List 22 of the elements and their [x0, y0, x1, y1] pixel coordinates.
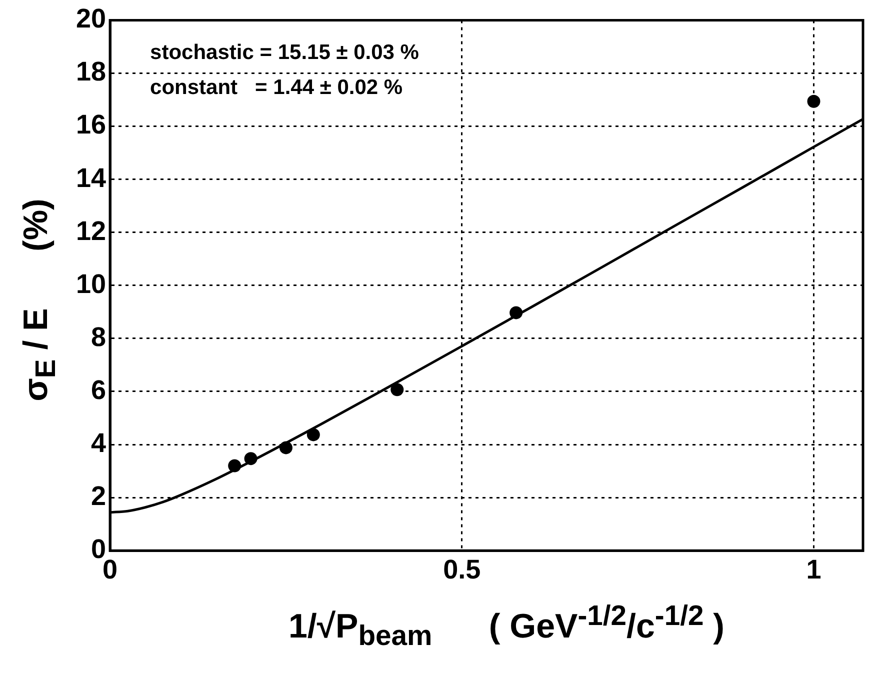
text: 1/√P$_{beam}$ ( GeV$^{-1/2}$/c$^{-1/2}$ ): [288, 600, 724, 652]
y-tick-label: 10: [76, 268, 106, 299]
y-tick-label: 16: [76, 110, 106, 140]
y-tick-label: 20: [76, 4, 106, 34]
y-tick-label: 18: [76, 56, 106, 87]
y-tick-label: 14: [76, 162, 106, 193]
point: [279, 441, 292, 454]
x-tick-label: 1: [806, 554, 822, 584]
y-tick-label: 8: [91, 322, 106, 352]
point: [390, 383, 404, 396]
y-tick-label: 12: [76, 216, 106, 246]
annotation: constant = 1.44 ± 0.02 %: [150, 76, 403, 99]
annotation: stochastic = 15.15 ± 0.03 %: [150, 40, 420, 64]
point: [244, 452, 258, 466]
point: [228, 459, 242, 472]
point: [510, 306, 523, 320]
point: [306, 428, 320, 442]
y-tick-label: 6: [91, 374, 106, 405]
x-tick-label: 0.5: [443, 554, 481, 584]
y-tick-label: 2: [91, 481, 106, 512]
point: [807, 94, 820, 108]
y-tick-label: 4: [91, 428, 106, 458]
